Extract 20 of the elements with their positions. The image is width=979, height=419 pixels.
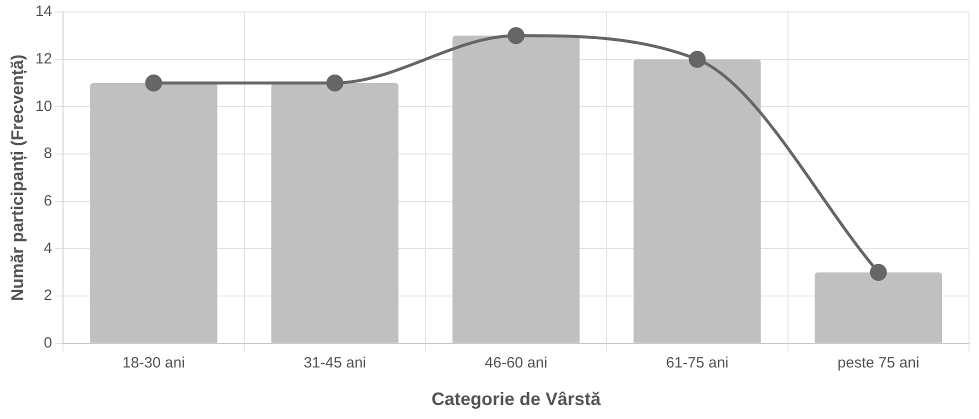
point bbox=[326, 74, 344, 92]
y-tick-label: 14 bbox=[35, 3, 52, 20]
x-tick-label: 18-30 ani bbox=[122, 354, 185, 372]
point bbox=[508, 27, 525, 44]
y-tick-label: 6 bbox=[44, 192, 52, 210]
x-tick-label: 31-45 ani bbox=[304, 354, 366, 372]
y-tick-label: 10 bbox=[35, 98, 52, 115]
x-tick-label: peste 75 ani bbox=[838, 354, 920, 372]
x-tick-label: 46-60 ani bbox=[484, 354, 548, 372]
y-tick-label: 4 bbox=[44, 240, 52, 257]
x-tick-label: 61-75 ani bbox=[666, 354, 729, 372]
y-tick-label: 2 bbox=[44, 287, 52, 304]
y-tick-label: 8 bbox=[44, 145, 52, 162]
x-axis-title: Categorie de Vârstă bbox=[432, 389, 602, 410]
point bbox=[145, 74, 162, 92]
y-tick-label: 0 bbox=[44, 334, 52, 352]
point bbox=[688, 50, 706, 68]
point bbox=[870, 264, 887, 281]
y-axis-title: Număr participanți (Frecvență) bbox=[8, 54, 27, 301]
y-tick-label: 12 bbox=[35, 50, 52, 68]
